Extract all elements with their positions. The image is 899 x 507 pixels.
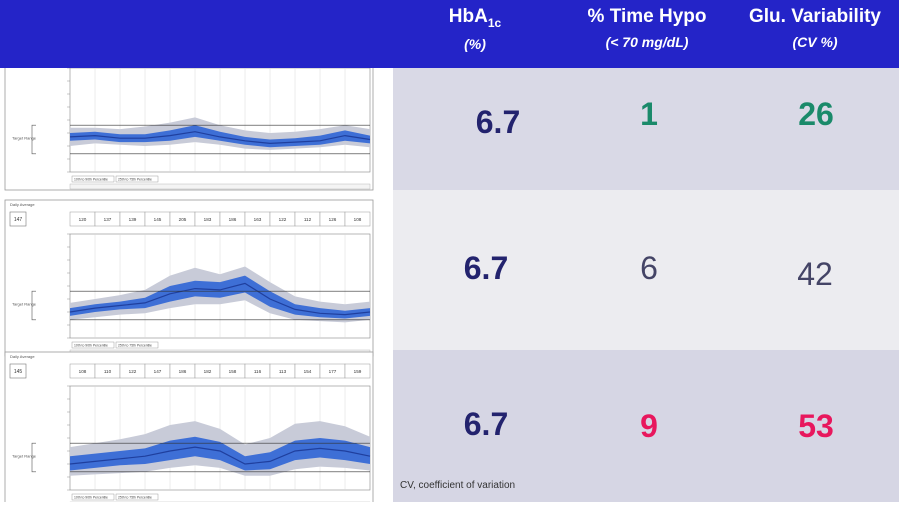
table-header: HbA1c (%) % Time Hypo (< 70 mg/dL) Glu. … [0,0,899,68]
header-cv-unit: (CV %) [792,34,838,50]
header-hba1c: HbA1c (%) [430,6,520,52]
hourly-average-value: 113 [279,369,287,374]
hourly-average-value: 147 [154,369,162,374]
daily-average-box [9,363,27,379]
footnote: CV, coefficient of variation [400,480,516,491]
hourly-average-value: 183 [204,217,212,222]
hourly-average-value: 108 [354,217,362,222]
hourly-average-value: 116 [254,369,262,374]
daily-average-label: Daily Average [10,202,35,207]
legend-box [115,493,159,501]
table-row: 6.7 6 42 [393,190,899,350]
glucose-profile-charts: Daily Average145146147143155144158141126… [4,33,374,507]
hourly-average-value: 159 [354,369,362,374]
hourly-average-value: 158 [229,369,237,374]
hba1c-value: 6.7 [463,406,509,442]
legend-entry: 25th to 75th Percentile [118,178,152,182]
target-range-bracket [31,442,36,473]
cv-value: 26 [798,96,834,132]
hypo-value: 1 [640,96,658,132]
hourly-average-box [344,363,371,379]
hypo-value: 6 [640,250,658,286]
legend-entry: 10th to 90th Percentile [74,496,108,500]
daily-average-value: 145 [14,369,23,375]
legend-box [71,341,115,349]
target-range-label: Target Range [12,454,37,459]
hypo-value: 9 [640,408,658,444]
table-row: 6.7 9 53 [393,350,899,502]
hourly-average-value: 139 [129,217,137,222]
chart-panel: Daily Average145146147143155144158141126… [0,28,393,507]
hba1c-value: 6.7 [463,250,509,286]
percentile-band-25-75 [70,436,370,471]
median-line [69,131,371,145]
target-range-bracket [31,290,36,321]
header-hypo: % Time Hypo (< 70 mg/dL) [572,6,722,50]
legend-box [71,175,115,183]
header-hba1c-sub: 1c [487,15,502,30]
hourly-average-value: 112 [304,217,312,222]
hourly-average-value: 163 [254,217,262,222]
header-cv: Glu. Variability (CV %) [735,6,895,50]
daily-average-value: 147 [14,217,23,223]
legend-box [115,341,159,349]
daily-average-box [9,211,27,227]
hourly-average-value: 122 [279,217,287,222]
header-hypo-unit: (< 70 mg/dL) [605,34,689,50]
hourly-average-value: 186 [179,369,187,374]
hourly-average-value: 205 [179,217,187,222]
header-hypo-title: % Time Hypo [587,6,707,27]
hourly-average-value: 177 [329,369,337,374]
daily-average-label: Daily Average [10,354,35,359]
legend-box [71,493,115,501]
hourly-average-value: 186 [229,217,237,222]
target-range-label: Target Range [12,302,37,307]
header-hba1c-unit: (%) [464,35,486,52]
cv-value: 42 [797,256,833,292]
hourly-average-value: 120 [79,217,87,222]
hba1c-value: 6.7 [475,104,521,140]
hourly-average-box [344,211,371,227]
legend-box [115,175,159,183]
hourly-average-value: 137 [104,217,112,222]
target-range-label: Target Range [12,136,37,141]
legend-entry: 10th to 90th Percentile [74,344,108,348]
hourly-average-value: 110 [104,369,112,374]
percentile-band-25-75 [70,275,370,319]
legend-entry: 25th to 75th Percentile [118,496,152,500]
header-cv-title: Glu. Variability [749,6,881,27]
hourly-average-value: 182 [204,369,212,374]
hourly-average-value: 145 [154,217,162,222]
cv-value: 53 [798,408,834,444]
table-row: 6.7 1 26 [393,68,899,190]
hourly-average-value: 108 [79,369,87,374]
target-range-bracket [31,124,36,155]
legend-entry: 10th to 90th Percentile [74,178,108,182]
median-line [69,446,371,465]
header-hba1c-title: HbA [448,6,488,27]
hourly-average-value: 122 [129,369,137,374]
time-strip [69,183,371,190]
hourly-average-value: 126 [329,217,337,222]
legend-entry: 25th to 75th Percentile [118,344,152,348]
median-line [69,282,371,316]
hourly-average-value: 154 [304,369,312,374]
